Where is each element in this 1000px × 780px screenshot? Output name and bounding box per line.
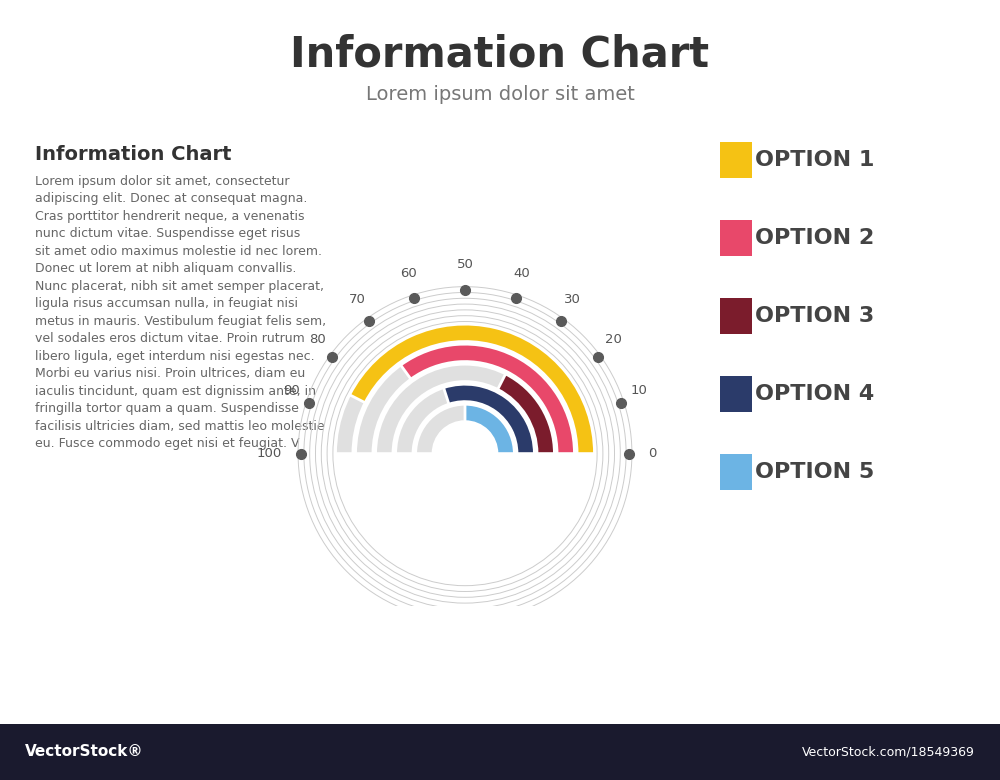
Text: OPTION 5: OPTION 5 [755,462,874,482]
Wedge shape [376,364,554,454]
Text: OPTION 2: OPTION 2 [755,228,874,248]
Text: VectorStock.com/18549369: VectorStock.com/18549369 [802,746,975,758]
Text: 100: 100 [257,447,282,460]
Text: Lorem ipsum dolor sit amet, consectetur
adipiscing elit. Donec at consequat magn: Lorem ipsum dolor sit amet, consectetur … [35,175,326,451]
Text: 10: 10 [631,384,647,397]
Wedge shape [498,374,554,454]
Text: VectorStock®: VectorStock® [25,744,144,760]
FancyBboxPatch shape [720,298,752,334]
Wedge shape [465,404,514,454]
Bar [0,724,1000,780]
Text: 40: 40 [513,267,530,280]
Text: 90: 90 [283,384,299,397]
Text: OPTION 3: OPTION 3 [755,306,874,326]
Text: 70: 70 [349,292,366,306]
Text: Information Chart: Information Chart [35,145,232,164]
FancyBboxPatch shape [720,454,752,490]
Text: Lorem ipsum dolor sit amet: Lorem ipsum dolor sit amet [366,86,634,105]
Wedge shape [396,385,534,454]
Wedge shape [416,404,514,454]
FancyBboxPatch shape [720,376,752,412]
Text: 50: 50 [457,257,473,271]
Text: 80: 80 [309,333,325,346]
Wedge shape [336,324,594,454]
Text: OPTION 4: OPTION 4 [755,384,874,404]
Wedge shape [350,324,594,454]
Wedge shape [401,344,574,454]
Text: 30: 30 [564,292,581,306]
Text: 20: 20 [605,333,621,346]
FancyBboxPatch shape [720,142,752,178]
Wedge shape [444,385,534,454]
Wedge shape [356,344,574,454]
Text: OPTION 1: OPTION 1 [755,150,874,170]
FancyBboxPatch shape [720,220,752,256]
Text: 0: 0 [648,447,656,460]
Text: Information Chart: Information Chart [290,34,710,76]
Text: 60: 60 [400,267,417,280]
